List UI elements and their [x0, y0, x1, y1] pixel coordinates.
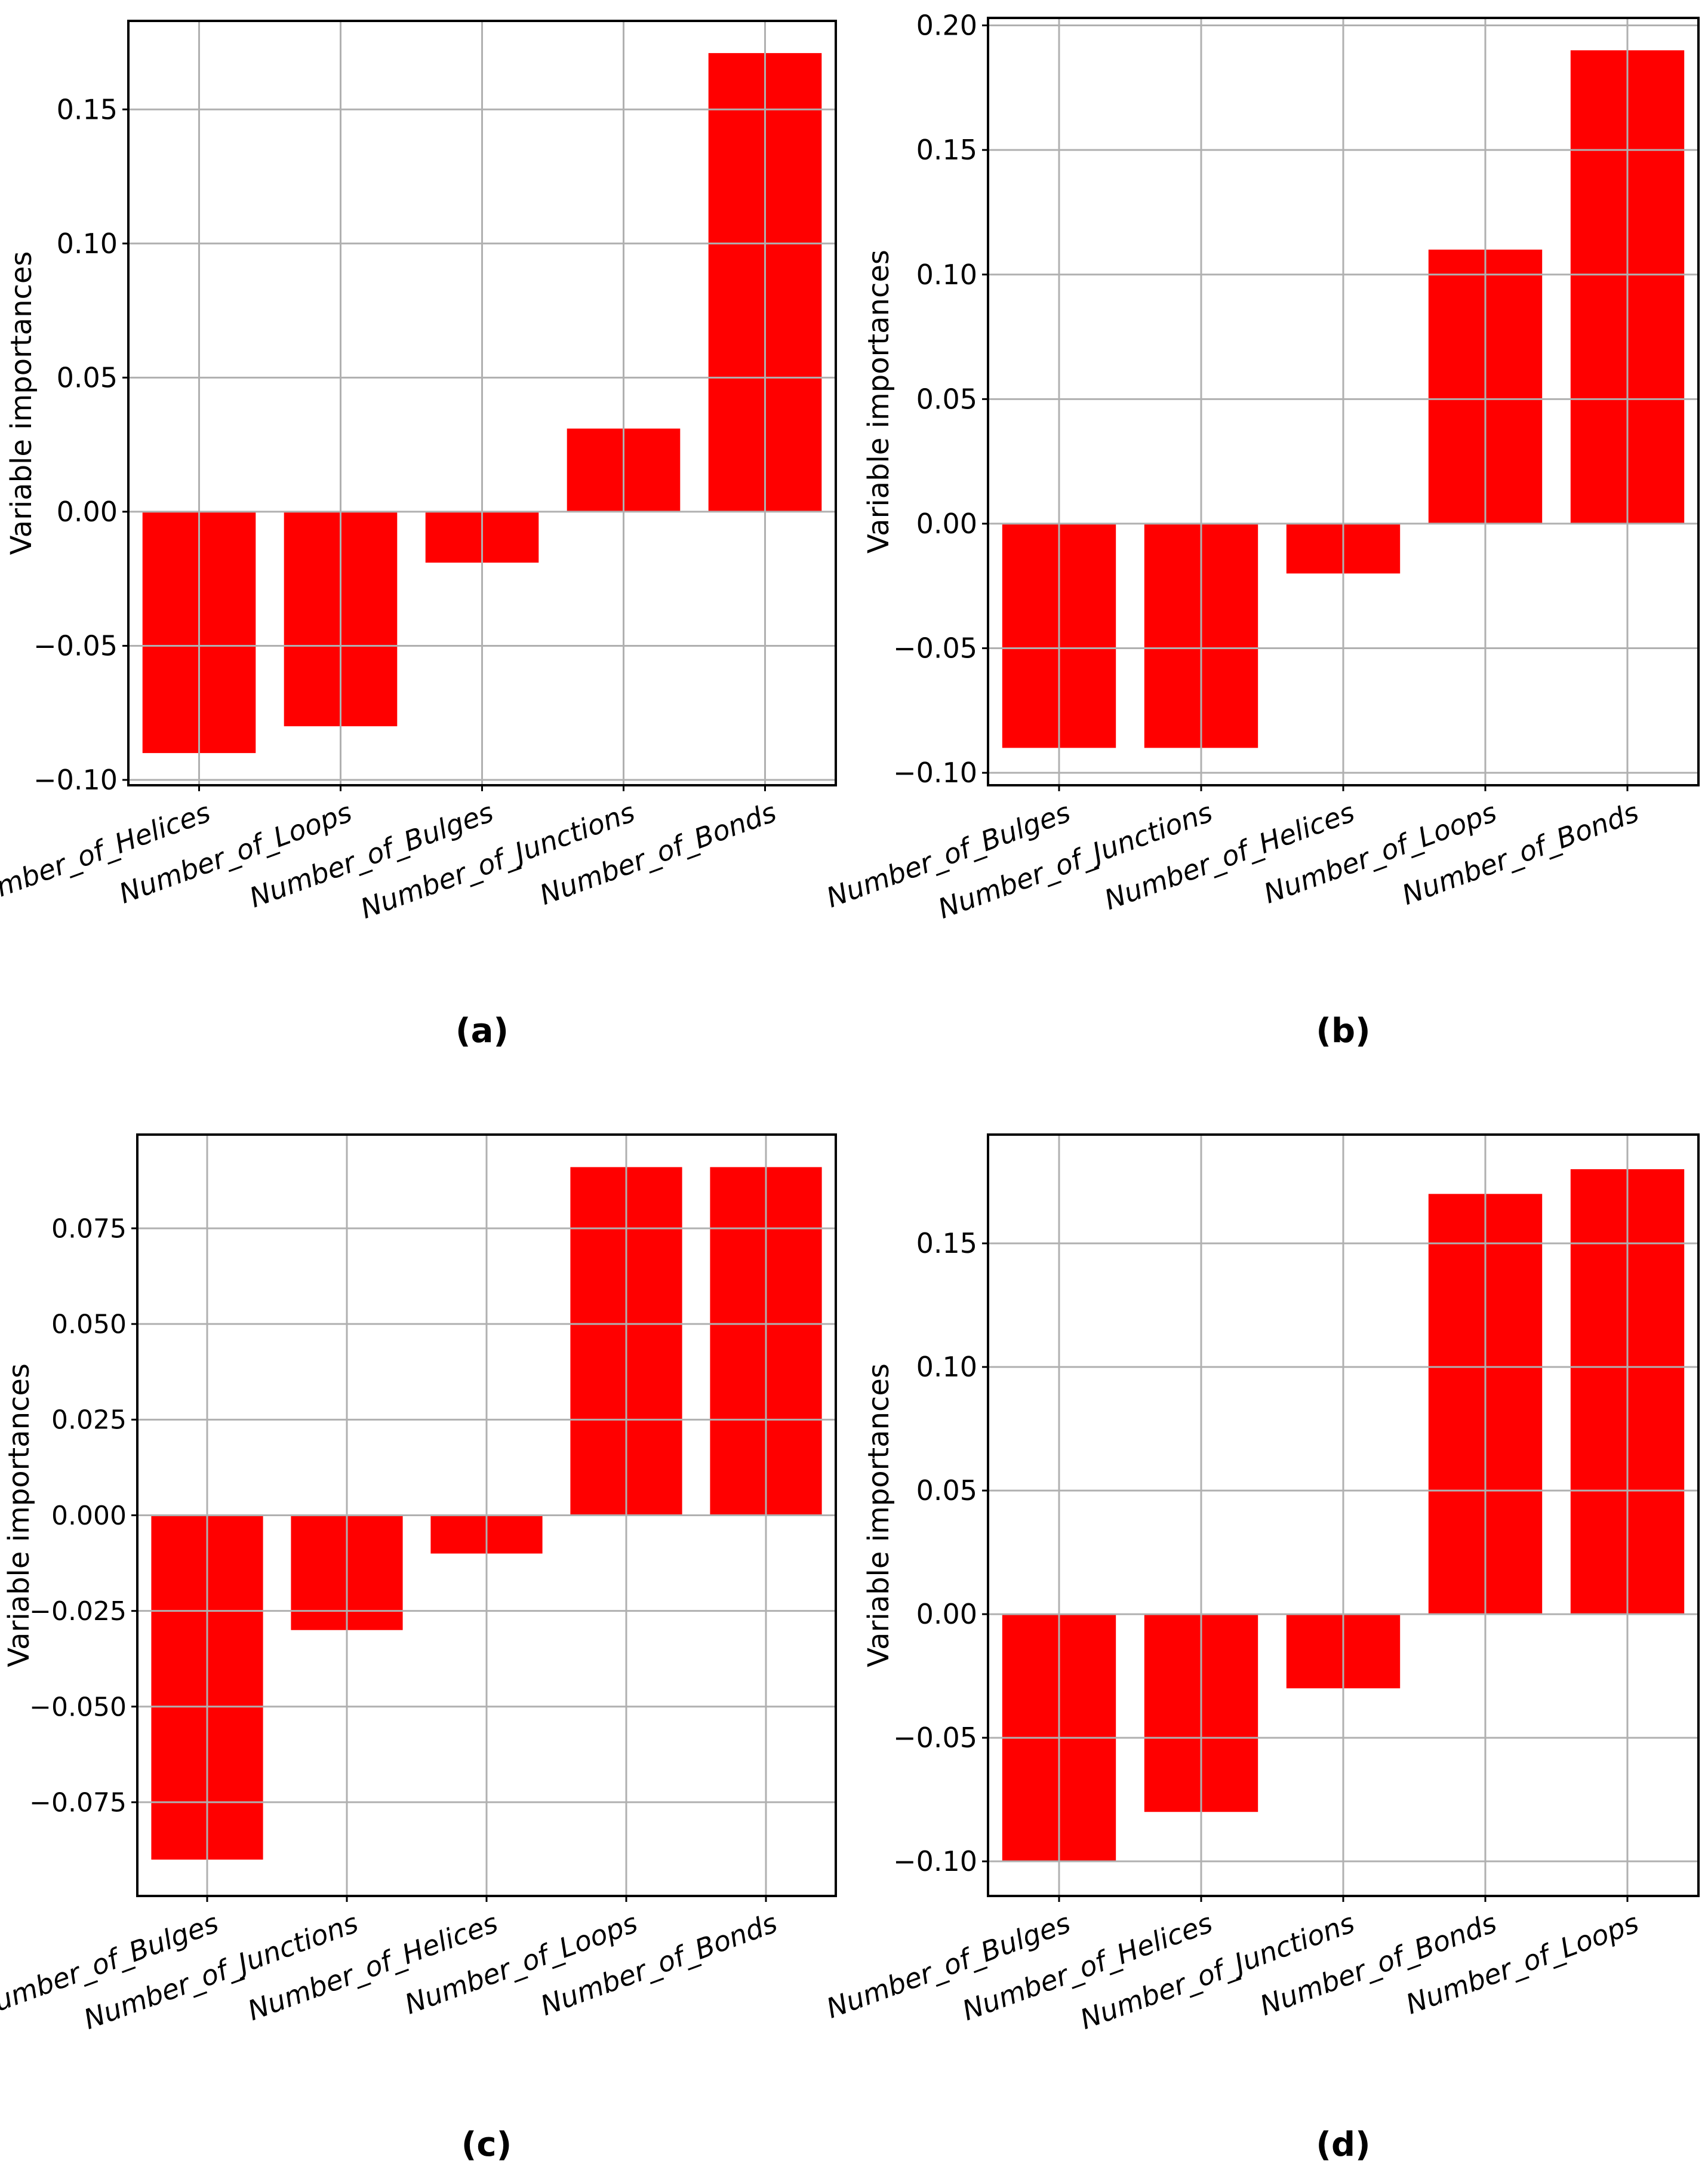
chart-panel-b: −0.10 −0.05 0.00 0.05 0.10 0.15 0.20 Number_of_…	[822, 10, 1700, 1050]
x-tick-label: Number_of_Bonds	[536, 1907, 781, 2022]
y-tick-label: 0.15	[916, 134, 977, 166]
y-tick-label: −0.05	[893, 1722, 977, 1754]
panel-caption: (d)	[1316, 2125, 1370, 2164]
y-tick-label: 0.05	[916, 1474, 977, 1507]
y-tick-label: −0.10	[893, 1845, 977, 1877]
y-tick-label: −0.075	[29, 1787, 127, 1818]
y-tick-label: −0.05	[893, 632, 977, 665]
x-tick-label: Number_of_Bonds	[1398, 796, 1642, 911]
y-tick-label: 0.10	[916, 1351, 977, 1383]
y-axis-label: Variable importances	[862, 1363, 895, 1667]
y-tick-label: 0.00	[916, 508, 977, 540]
y-tick-label: 0.15	[916, 1227, 977, 1259]
y-tick-label: 0.10	[916, 259, 977, 291]
y-tick-label: −0.10	[893, 757, 977, 789]
axes-frame	[987, 17, 1700, 786]
x-tick-label: Number_of_Loops	[115, 796, 356, 910]
y-tick-label: 0.000	[51, 1501, 127, 1531]
y-axis-label: Variable importances	[2, 1363, 36, 1667]
y-tick-label: −0.10	[33, 764, 118, 796]
x-tick-label: Number_of_Loops	[1260, 796, 1501, 910]
axes-frame	[987, 1133, 1700, 1897]
y-tick-label: 0.00	[57, 496, 118, 528]
axes-frame	[127, 20, 837, 786]
x-tick-label: Number_of_Bonds	[1255, 1907, 1500, 2022]
y-axis-label: Variable importances	[5, 251, 38, 555]
y-tick-label: 0.15	[57, 93, 118, 125]
chart-panel-c: −0.075 −0.050 −0.025 0.000 0.025 0.050 0.075 Nu…	[0, 1133, 837, 2164]
y-tick-label: −0.025	[29, 1596, 127, 1627]
y-tick-label: 0.10	[57, 228, 118, 260]
y-tick-label: 0.20	[916, 10, 977, 42]
x-tick-label: Number_of_Bonds	[536, 796, 780, 911]
chart-panel-a: −0.10−0.050.000.050.100.15Number_of_Heli…	[0, 20, 837, 1050]
y-tick-label: 0.05	[57, 361, 118, 394]
y-tick-label: −0.050	[29, 1692, 127, 1722]
axes-frame	[136, 1133, 837, 1897]
x-tick-label: Number_of_Bulges	[822, 1907, 1075, 2025]
panel-caption: (b)	[1316, 1012, 1370, 1050]
y-tick-label: 0.075	[51, 1213, 127, 1244]
x-tick-label: Number_of_Loops	[401, 1907, 642, 2021]
x-tick-label: Number_of_Helices	[244, 1907, 502, 2027]
y-axis-label: Variable importances	[862, 250, 895, 554]
y-tick-label: 0.00	[916, 1598, 977, 1630]
chart-panel-d: −0.10 −0.05 0.00 0.05 0.10 0.15 Number_of_Bulg…	[822, 1133, 1700, 2164]
panel-caption: (a)	[456, 1012, 509, 1050]
panel-caption: (c)	[461, 2125, 512, 2164]
x-tick-label: Number_of_Helices	[1100, 796, 1359, 917]
y-tick-label: 0.05	[916, 383, 977, 415]
y-tick-label: 0.050	[51, 1310, 127, 1340]
x-tick-label: Number_of_Loops	[1402, 1907, 1643, 2021]
y-tick-label: 0.025	[51, 1405, 127, 1436]
y-tick-label: −0.05	[33, 630, 118, 662]
